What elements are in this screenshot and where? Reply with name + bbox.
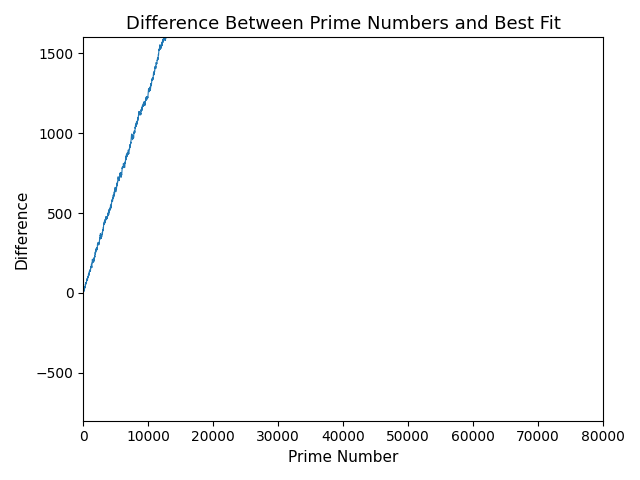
X-axis label: Prime Number: Prime Number: [288, 450, 398, 465]
Y-axis label: Difference: Difference: [15, 189, 30, 269]
Title: Difference Between Prime Numbers and Best Fit: Difference Between Prime Numbers and Bes…: [125, 15, 561, 33]
